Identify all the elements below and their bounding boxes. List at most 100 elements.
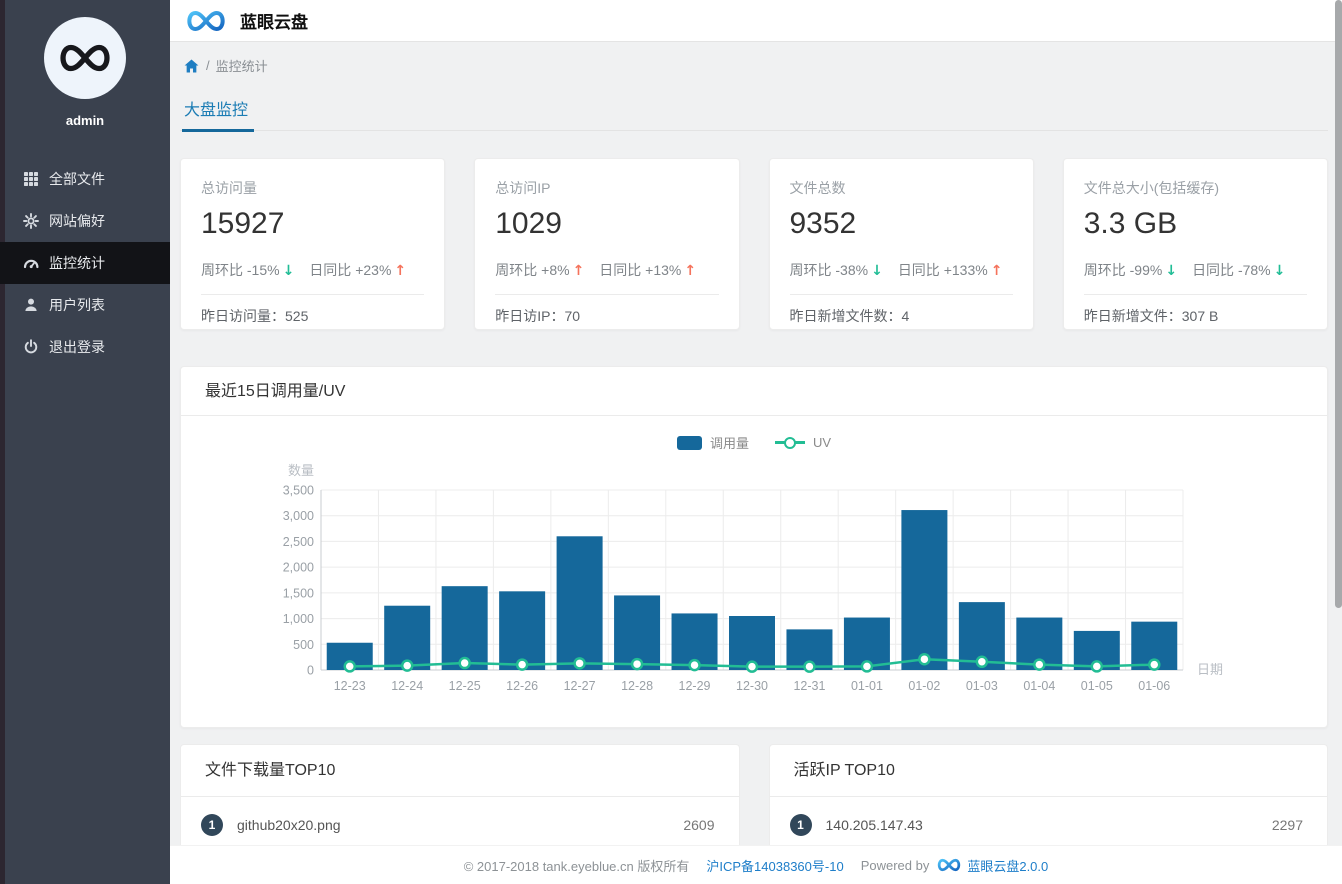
stat-value: 9352: [789, 207, 857, 240]
list-title: 文件下载量TOP10: [181, 745, 739, 797]
svg-text:12-27: 12-27: [564, 679, 596, 693]
svg-text:2,000: 2,000: [283, 561, 314, 575]
legend-label: UV: [812, 435, 832, 450]
app-title: 蓝眼云盘: [240, 13, 308, 32]
trend-arrow-icon: ↑: [684, 263, 697, 279]
list-item: 1 github20x20.png 2609: [181, 797, 739, 836]
brand-link[interactable]: 蓝眼云盘2.0.0: [967, 858, 1049, 874]
trend-week: 周环比 +8% ↑: [495, 262, 585, 279]
breadcrumb: / 监控统计: [180, 56, 1328, 75]
tabbar: 大盘监控: [180, 94, 1328, 132]
brand-infinity-icon: [56, 39, 114, 77]
bar-swatch-icon: [676, 435, 702, 450]
stat-label: 总访问IP: [495, 180, 551, 196]
stat-value: 3.3 GB: [1083, 207, 1178, 240]
hit-count: 2297: [1271, 817, 1303, 833]
list-item: 1 140.205.147.43 2297: [770, 797, 1328, 836]
sidebar-item-site-preferences[interactable]: 网站偏好: [0, 200, 170, 242]
svg-text:0: 0: [307, 664, 314, 678]
svg-text:12-30: 12-30: [736, 679, 768, 693]
trend-arrow-icon: ↑: [990, 263, 1003, 279]
stat-trends: 周环比 -15% ↓ 日同比 +23% ↑: [201, 260, 424, 280]
user-icon: [23, 297, 39, 313]
stat-trends: 周环比 +8% ↑ 日同比 +13% ↑: [495, 260, 718, 280]
copyright-text: © 2017-2018 tank.eyeblue.cn 版权所有: [463, 858, 690, 874]
svg-text:12-29: 12-29: [679, 679, 711, 693]
sidebar: admin 全部文件 网站偏好 监控统计: [0, 0, 170, 884]
home-icon[interactable]: [184, 59, 199, 73]
svg-text:12-23: 12-23: [334, 679, 366, 693]
stat-label: 文件总大小(包括缓存): [1083, 180, 1220, 196]
stat-trends: 周环比 -99% ↓ 日同比 -78% ↓: [1084, 260, 1307, 280]
stat-bottom: 昨日新增文件数：4: [789, 294, 1013, 326]
stat-label: 总访问量: [201, 180, 257, 196]
svg-text:01-05: 01-05: [1081, 679, 1113, 693]
chart-legend: 调用量 UV: [181, 433, 1327, 452]
scrollbar-track[interactable]: [1334, 0, 1342, 884]
footer-logo-icon: [936, 857, 962, 873]
tab-dashboard-monitor[interactable]: 大盘监控: [182, 94, 255, 132]
avatar-wrap: admin: [0, 0, 170, 128]
stat-trends: 周环比 -38% ↓ 日同比 +133% ↑: [790, 260, 1013, 280]
svg-text:12-26: 12-26: [506, 679, 538, 693]
calls-uv-chart: 数量 0 500 1,000 1,500 2,000 2,500 3,000 3,500 12-2…: [283, 463, 1223, 693]
trend-arrow-icon: ↑: [572, 263, 585, 279]
stat-label: 文件总数: [789, 180, 846, 196]
trend-week: 周环比 -38% ↓: [789, 262, 883, 279]
sidebar-menu: 全部文件 网站偏好 监控统计 用户列表: [0, 158, 170, 368]
avatar[interactable]: [44, 17, 126, 99]
trend-day: 日同比 +133% ↑: [897, 262, 1003, 279]
power-icon: [23, 339, 39, 355]
line-marker-icon: [774, 441, 805, 444]
main-area: 蓝眼云盘 / 监控统计 大盘监控 总访问量 15927 周环比 -15% ↓: [170, 0, 1342, 884]
stat-bottom: 昨日新增文件：307 B: [1083, 294, 1307, 326]
grid-icon: [23, 171, 39, 187]
sidebar-item-all-files[interactable]: 全部文件: [0, 158, 170, 200]
svg-text:数量: 数量: [288, 463, 314, 478]
sidebar-item-monitoring-stats[interactable]: 监控统计: [0, 242, 170, 284]
download-count: 2609: [683, 817, 715, 833]
svg-text:2,500: 2,500: [283, 535, 314, 549]
svg-text:01-02: 01-02: [908, 679, 940, 693]
sidebar-item-label: 全部文件: [49, 171, 105, 187]
app-logo-icon[interactable]: [184, 7, 228, 35]
svg-text:12-31: 12-31: [793, 679, 825, 693]
list-title: 活跃IP TOP10: [769, 745, 1327, 797]
dashboard-icon: [23, 255, 39, 271]
icp-link[interactable]: 沪ICP备14038360号-10: [706, 858, 844, 874]
stat-cards-row: 总访问量 15927 周环比 -15% ↓ 日同比 +23% ↑ 昨日访问量：525…: [180, 158, 1328, 330]
chart-title: 最近15日调用量/UV: [181, 367, 1327, 416]
breadcrumb-separator: /: [206, 58, 210, 73]
sidebar-item-label: 退出登录: [49, 339, 105, 355]
stat-bottom: 昨日访IP：70: [495, 294, 719, 326]
trend-day: 日同比 -78% ↓: [1192, 262, 1286, 279]
svg-text:12-25: 12-25: [449, 679, 481, 693]
sidebar-item-label: 用户列表: [49, 297, 105, 313]
top-header: 蓝眼云盘: [170, 0, 1342, 42]
trend-day: 日同比 +13% ↑: [599, 262, 697, 279]
footer: © 2017-2018 tank.eyeblue.cn 版权所有 沪ICP备14…: [170, 845, 1342, 884]
trend-arrow-icon: ↓: [1165, 263, 1178, 279]
page-content: / 监控统计 大盘监控 总访问量 15927 周环比 -15% ↓ 日同比 +23…: [170, 42, 1342, 884]
svg-text:12-28: 12-28: [621, 679, 653, 693]
svg-text:12-24: 12-24: [391, 679, 423, 693]
stat-card-total-size: 文件总大小(包括缓存) 3.3 GB 周环比 -99% ↓ 日同比 -78% ↓ 昨…: [1062, 158, 1328, 330]
ip-address: 140.205.147.43: [825, 817, 923, 833]
username: admin: [65, 113, 105, 128]
trend-arrow-icon: ↓: [1273, 263, 1286, 279]
gear-icon: [23, 213, 39, 229]
stat-bottom: 昨日访问量：525: [201, 294, 425, 326]
legend-item-calls[interactable]: 调用量: [676, 433, 749, 452]
svg-text:01-06: 01-06: [1138, 679, 1170, 693]
trend-week: 周环比 -15% ↓: [201, 262, 295, 279]
file-name: github20x20.png: [237, 817, 341, 833]
scrollbar-thumb[interactable]: [1335, 0, 1342, 608]
stat-card-total-ips: 总访问IP 1029 周环比 +8% ↑ 日同比 +13% ↑ 昨日访IP：70: [474, 158, 740, 330]
trend-arrow-icon: ↑: [394, 263, 407, 279]
legend-item-uv[interactable]: UV: [774, 435, 832, 450]
svg-text:日期: 日期: [1197, 662, 1223, 677]
sidebar-item-user-list[interactable]: 用户列表: [0, 284, 170, 326]
sidebar-item-logout[interactable]: 退出登录: [0, 326, 170, 368]
stat-card-total-visits: 总访问量 15927 周环比 -15% ↓ 日同比 +23% ↑ 昨日访问量：525: [180, 158, 446, 330]
